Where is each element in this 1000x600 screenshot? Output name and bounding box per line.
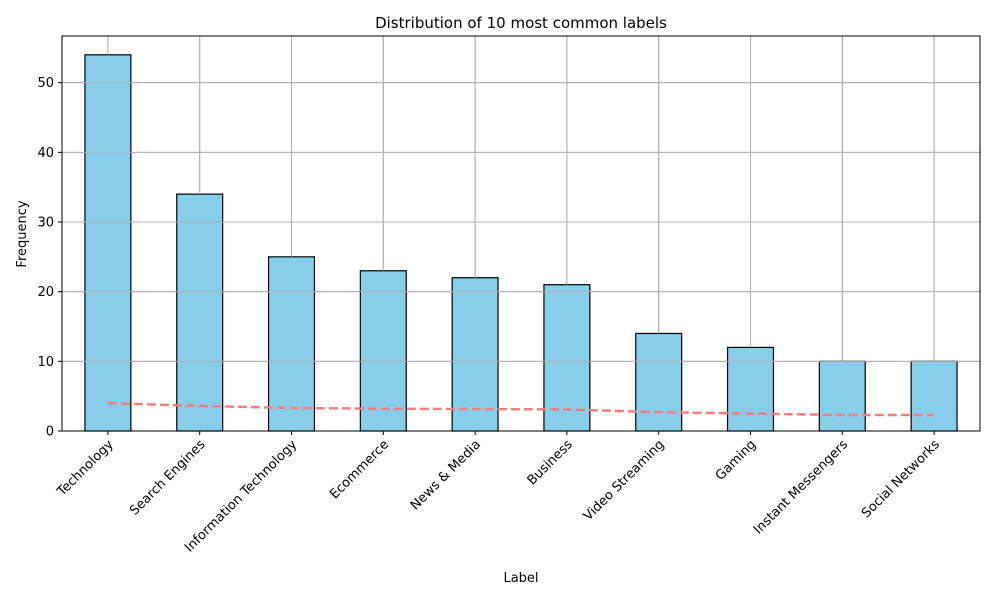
- bar: [84, 54, 132, 432]
- x-tick-label: Instant Messengers: [751, 437, 851, 537]
- x-tick-label: Video Streaming: [581, 437, 668, 524]
- chart-title: Distribution of 10 most common labels: [375, 14, 667, 32]
- bar: [818, 360, 866, 432]
- trend-layer: [107, 401, 935, 417]
- x-tick-label: Technology: [54, 437, 117, 500]
- x-tick-label: Gaming: [713, 437, 760, 484]
- plot-frame: [61, 35, 981, 432]
- y-tick-label: 10: [37, 355, 54, 370]
- y-axis-label: Frequency: [15, 200, 30, 267]
- bar-layer: [62, 36, 980, 432]
- bar: [635, 332, 683, 432]
- y-tick-label: 20: [37, 285, 54, 300]
- x-tick-label: Social Networks: [859, 437, 943, 521]
- x-tick-label: Ecommerce: [327, 437, 392, 502]
- y-tick-label: 0: [46, 425, 54, 440]
- y-tick-label: 30: [37, 216, 54, 231]
- x-tick-label: Business: [525, 437, 576, 488]
- bar: [726, 346, 775, 432]
- y-tick-label: 40: [37, 146, 54, 161]
- y-tick-label: 50: [37, 76, 54, 91]
- trend-line: [107, 401, 935, 417]
- bar: [359, 270, 407, 432]
- bar: [267, 256, 316, 432]
- x-tick-label: News & Media: [408, 437, 484, 513]
- x-tick-label: Search Engines: [127, 437, 209, 519]
- bar: [910, 360, 958, 432]
- x-axis-label: Label: [503, 571, 538, 586]
- y-axis: 0 10 20 30 40 50: [37, 76, 62, 440]
- bar: [176, 193, 224, 432]
